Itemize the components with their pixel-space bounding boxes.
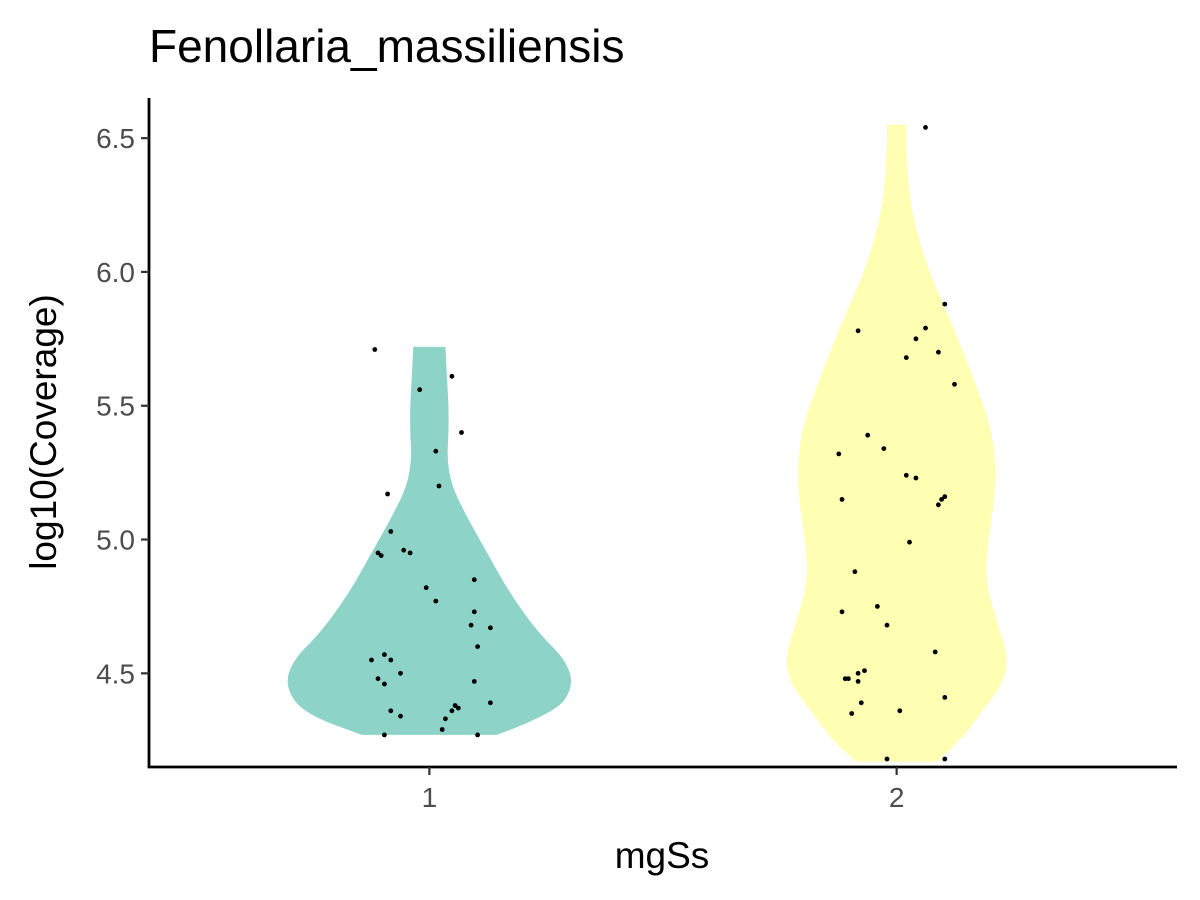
data-point <box>449 708 455 714</box>
data-point <box>881 446 887 451</box>
data-point <box>375 550 381 556</box>
data-point <box>471 679 477 684</box>
data-point <box>903 472 909 478</box>
y-tick-label: 4.5 <box>96 658 135 689</box>
data-point <box>884 756 890 762</box>
data-point <box>375 676 381 682</box>
data-point <box>923 325 928 331</box>
data-point <box>471 609 477 615</box>
data-point <box>855 679 861 684</box>
data-point <box>398 713 403 719</box>
data-point <box>455 705 461 711</box>
data-point <box>913 475 919 481</box>
data-point <box>398 670 403 676</box>
data-point <box>839 609 845 615</box>
data-point <box>378 553 384 558</box>
y-ticks: 4.5 5.0 5.5 6.0 6.5 <box>96 123 149 689</box>
data-point <box>471 577 477 583</box>
data-point <box>401 547 407 553</box>
data-point <box>855 328 861 334</box>
data-point <box>417 387 423 393</box>
data-point <box>907 539 912 545</box>
data-point <box>875 604 880 609</box>
data-point <box>952 381 957 387</box>
data-point <box>436 483 442 489</box>
data-point <box>923 125 928 130</box>
data-point <box>942 494 948 500</box>
data-point <box>903 355 909 360</box>
x-tick-label: 1 <box>422 782 438 813</box>
data-point <box>433 448 439 454</box>
data-point <box>369 657 374 663</box>
data-point <box>839 497 845 502</box>
data-point <box>836 451 842 457</box>
point-layer <box>369 125 957 762</box>
data-point <box>382 652 387 657</box>
violin-layer <box>287 124 1007 762</box>
y-tick-label: 6.0 <box>96 257 135 288</box>
data-point <box>443 716 448 722</box>
data-point <box>897 708 903 714</box>
data-point <box>475 732 480 738</box>
data-point <box>942 301 948 307</box>
data-point <box>382 732 387 738</box>
violin-1 <box>287 346 572 735</box>
y-tick-label: 6.5 <box>96 123 135 154</box>
data-point <box>913 336 919 342</box>
data-point <box>459 430 464 435</box>
data-point <box>858 700 864 706</box>
x-tick-label: 2 <box>889 782 905 813</box>
data-point <box>388 657 394 663</box>
data-point <box>936 502 941 508</box>
data-point <box>939 497 944 502</box>
y-tick-label: 5.0 <box>96 525 135 556</box>
data-point <box>932 649 938 655</box>
violin-2 <box>786 124 1007 762</box>
data-point <box>842 676 848 682</box>
x-axis-title: mgSs <box>615 835 710 876</box>
y-tick-label: 5.5 <box>96 391 135 422</box>
data-point <box>439 727 445 732</box>
data-point <box>449 373 455 379</box>
data-point <box>468 622 474 628</box>
data-point <box>488 625 493 631</box>
data-point <box>388 708 394 714</box>
data-point <box>372 347 378 352</box>
chart-title: Fenollaria_massiliensis <box>149 20 625 72</box>
data-point <box>865 432 871 438</box>
data-point <box>423 585 429 591</box>
data-point <box>488 700 493 706</box>
data-point <box>382 681 387 687</box>
data-point <box>884 622 890 628</box>
data-point <box>475 644 480 649</box>
data-point <box>852 569 858 575</box>
data-point <box>862 668 867 674</box>
data-point <box>855 670 861 676</box>
data-point <box>407 550 413 556</box>
data-point <box>433 598 439 604</box>
data-point <box>849 711 855 716</box>
data-point <box>942 756 948 762</box>
data-point <box>942 695 948 700</box>
data-point <box>388 529 394 534</box>
data-point <box>936 349 941 355</box>
data-point <box>385 491 390 497</box>
y-axis-title: log10(Coverage) <box>23 294 64 570</box>
data-point <box>452 703 458 708</box>
